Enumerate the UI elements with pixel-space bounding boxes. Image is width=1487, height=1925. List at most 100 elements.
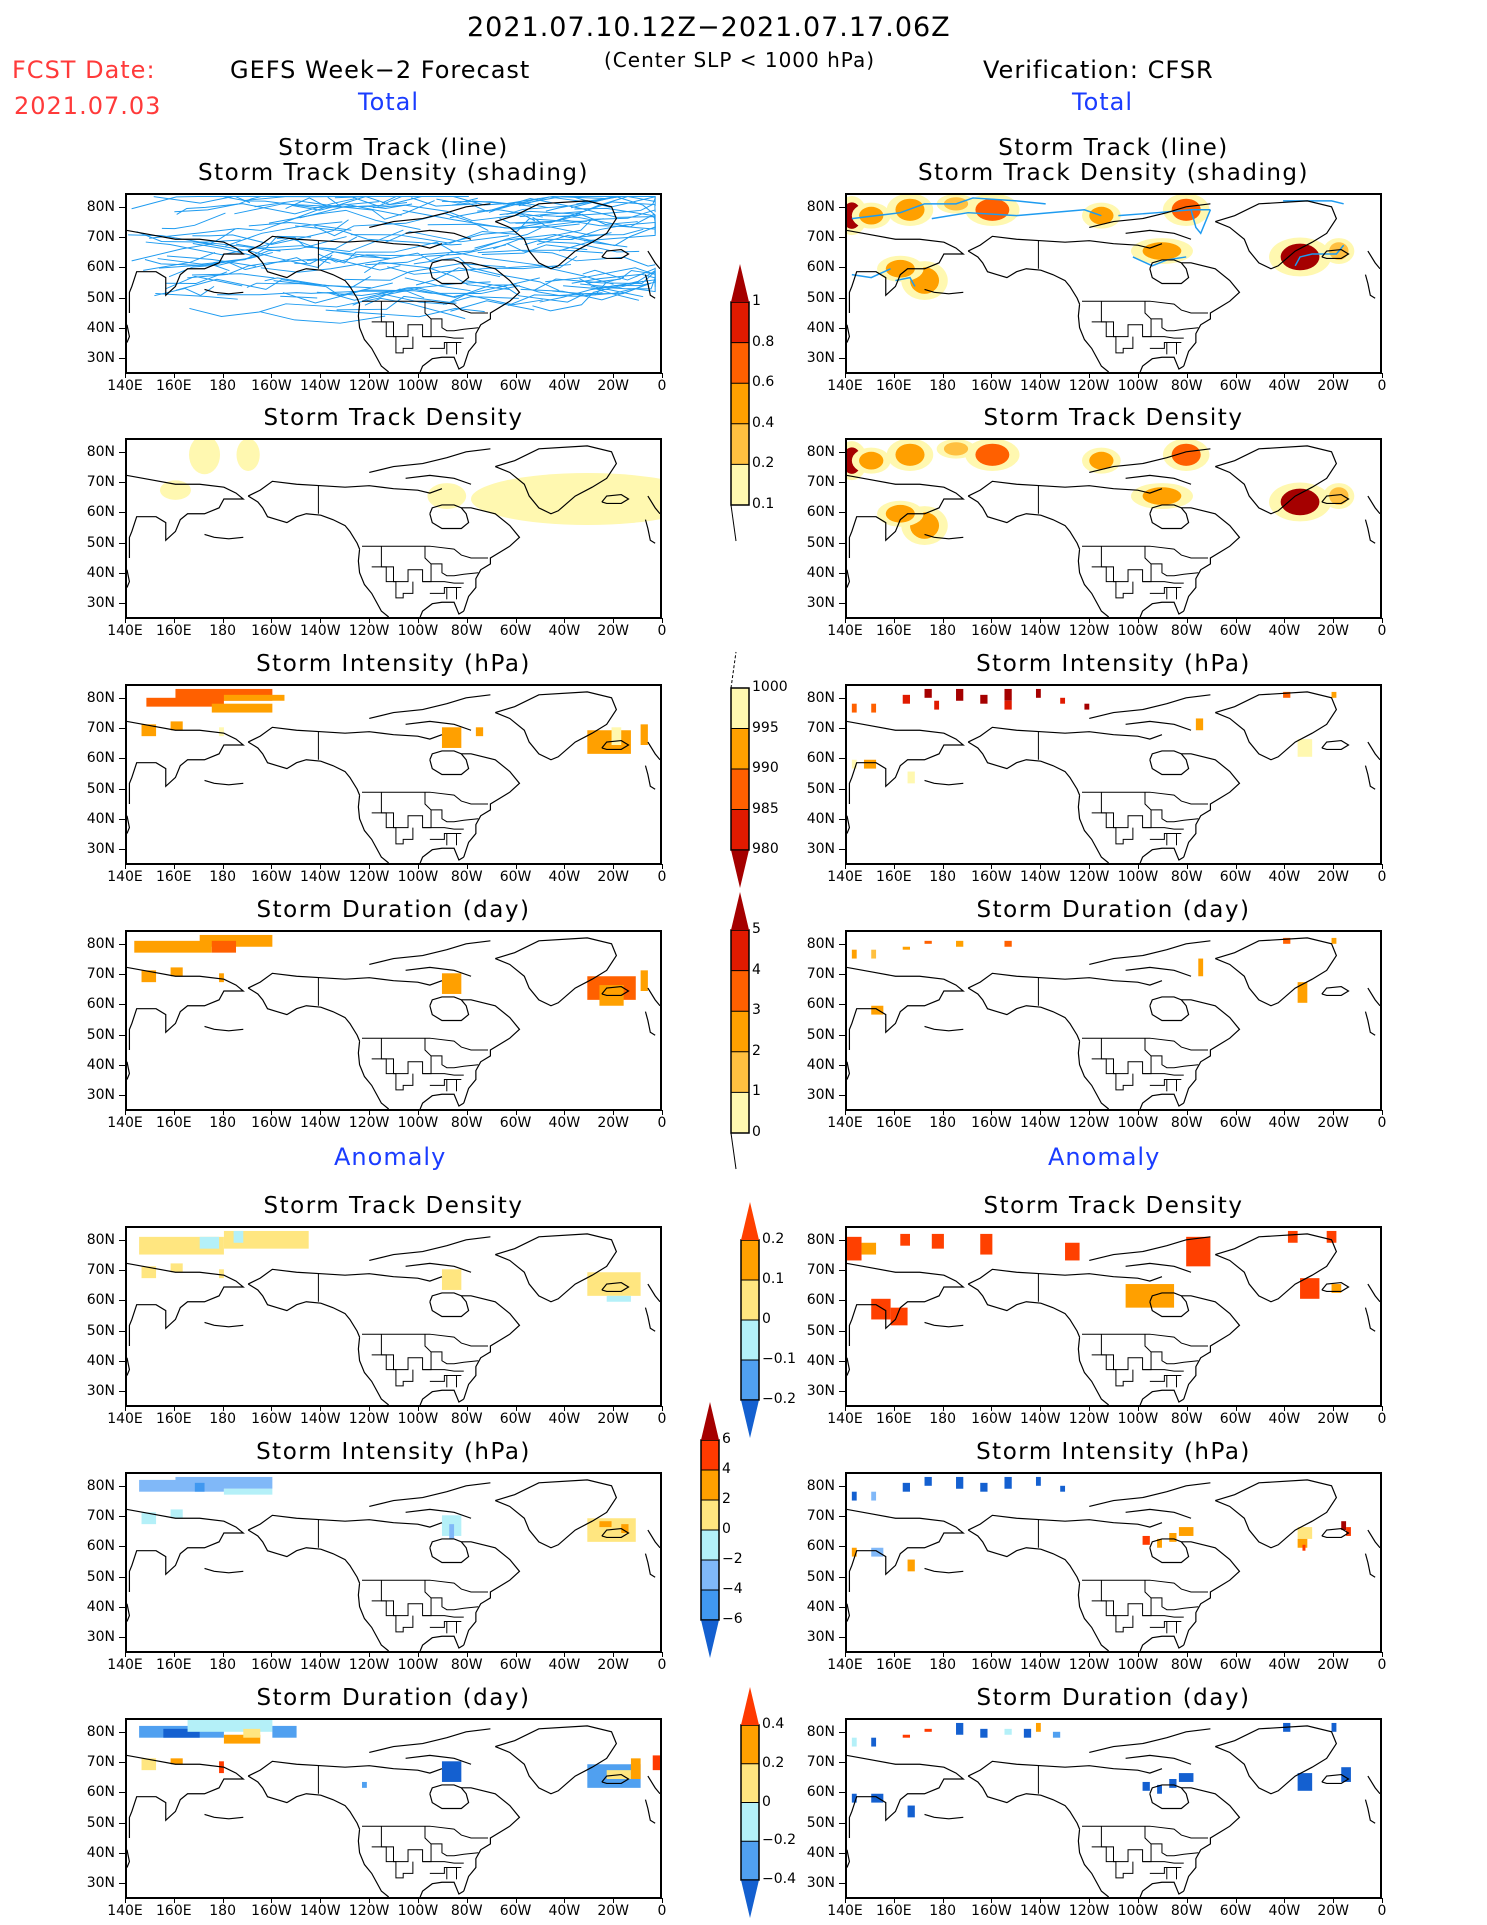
coastline	[495, 445, 618, 515]
lon-tick-mark	[369, 864, 371, 869]
storm-track-line	[294, 251, 389, 265]
lon-tick-mark	[369, 1406, 371, 1411]
political-border	[1100, 792, 1152, 829]
lon-tick-label: 60W	[499, 623, 532, 639]
lon-tick-mark	[320, 864, 322, 869]
map-canvas	[847, 688, 1380, 863]
lon-tick-mark	[1137, 1898, 1139, 1903]
grid-cell	[233, 1230, 244, 1243]
lon-tick-mark	[1137, 373, 1139, 378]
lat-tick-label: 50N	[79, 535, 125, 551]
lon-tick-mark	[1333, 1898, 1335, 1903]
panel-title: Storm Track (line)	[998, 135, 1229, 161]
lat-tick-label: 30N	[79, 595, 125, 611]
lon-tick-label: 180	[929, 1411, 956, 1427]
grid-cell	[219, 1269, 224, 1279]
criteria: (Center SLP < 1000 hPa)	[604, 48, 875, 72]
political-border	[1149, 1867, 1182, 1874]
lat-tick-label: 40N	[799, 565, 845, 581]
lat-tick-label: 30N	[799, 1629, 845, 1645]
lon-tick-mark	[564, 1652, 566, 1657]
storm-track-line	[576, 195, 656, 207]
lon-tick-mark	[417, 618, 419, 623]
lon-tick-label: 20W	[1317, 623, 1349, 639]
lat-tick-label: 60N	[799, 996, 845, 1012]
lon-tick-label: 140W	[1019, 1115, 1061, 1131]
coastline	[601, 1527, 630, 1539]
grid-cell	[1142, 1535, 1150, 1545]
lon-tick-mark	[662, 618, 663, 623]
colorbar-top-line	[730, 651, 737, 689]
coastline	[369, 694, 491, 720]
grid-cell	[956, 940, 964, 947]
grid-cell	[1004, 940, 1012, 947]
lat-tick-label: 30N	[799, 841, 845, 857]
storm-track-line	[299, 204, 402, 219]
political-border	[429, 1079, 462, 1086]
political-border	[422, 1073, 464, 1076]
lon-tick-label: 120W	[348, 1657, 390, 1673]
coastline	[495, 937, 618, 1007]
lon-tick-mark	[942, 1898, 944, 1903]
lat-tick-label: 70N	[799, 1508, 845, 1524]
political-border	[1100, 1580, 1152, 1617]
lon-tick-mark	[893, 1898, 895, 1903]
density-blob	[434, 487, 459, 505]
lon-tick-label: 60W	[499, 378, 532, 394]
political-border	[371, 1846, 414, 1879]
political-border	[1151, 1843, 1199, 1857]
coastline	[1139, 1093, 1185, 1109]
lon-tick-label: 140E	[107, 869, 143, 885]
storm-track-line	[192, 219, 349, 246]
storm-track-line	[895, 276, 916, 287]
political-border	[429, 833, 462, 840]
lon-tick-label: 160E	[156, 1411, 192, 1427]
map-panel-right-5	[845, 1226, 1382, 1407]
lon-tick-mark	[845, 373, 846, 378]
lat-tick-label: 30N	[79, 1087, 125, 1103]
political-border	[429, 587, 462, 594]
grid-cell	[1169, 1779, 1177, 1788]
coastline	[1181, 1787, 1241, 1892]
political-border	[429, 1621, 462, 1628]
coastline	[647, 741, 660, 761]
lon-tick-label: 120W	[1068, 378, 1110, 394]
coastline	[247, 250, 361, 305]
coastline	[1077, 1337, 1110, 1405]
grid-cell	[1157, 1538, 1162, 1548]
grid-cell	[170, 967, 183, 977]
lon-tick-label: 80W	[1170, 1115, 1203, 1131]
map-panel-left-2	[125, 438, 662, 619]
grid-cell	[170, 1509, 183, 1519]
lon-tick-mark	[1382, 1652, 1383, 1657]
lat-tick-label: 40N	[79, 320, 125, 336]
lon-tick-label: 40W	[1268, 623, 1301, 639]
panel-title: Storm Intensity (hPa)	[256, 1439, 531, 1465]
political-border	[431, 809, 479, 823]
political-border	[1082, 1037, 1208, 1051]
political-border	[380, 546, 432, 583]
lon-tick-mark	[1382, 1406, 1383, 1411]
political-border	[380, 301, 432, 338]
lon-tick-mark	[1089, 1898, 1091, 1903]
density-blob	[975, 443, 1010, 466]
grid-cell	[871, 1737, 877, 1747]
storm-track-line	[157, 235, 312, 265]
coastline	[419, 1881, 465, 1897]
lon-tick-label: 60W	[499, 869, 532, 885]
map-canvas	[127, 934, 660, 1109]
storm-track-line	[587, 270, 656, 287]
lon-tick-label: 80W	[450, 1903, 483, 1919]
grid-cell	[871, 949, 877, 959]
lon-tick-mark	[173, 1652, 175, 1657]
political-border	[422, 1615, 464, 1618]
coastline	[495, 200, 618, 270]
coastline	[1364, 1799, 1376, 1824]
coastline	[127, 474, 245, 558]
colorbar-label: −4	[722, 1581, 743, 1597]
lon-tick-label: 120W	[1068, 1115, 1110, 1131]
colorbar-label: −6	[722, 1611, 743, 1627]
lon-tick-mark	[1089, 1110, 1091, 1115]
colorbar-label: 4	[752, 961, 761, 978]
coastline	[1181, 262, 1241, 367]
